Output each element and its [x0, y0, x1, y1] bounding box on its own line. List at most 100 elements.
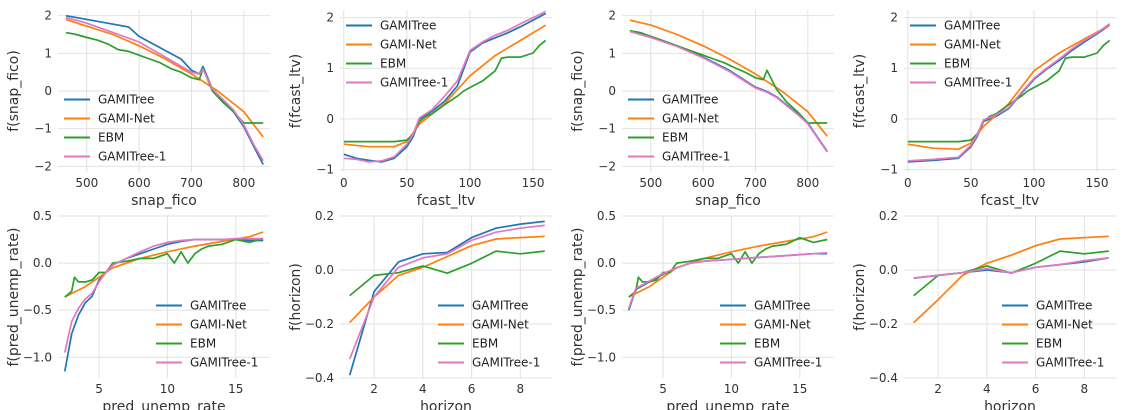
- y-tick-label: −2: [598, 159, 616, 173]
- legend: GAMITree GAMI-Net EBM GAMITree-1: [720, 299, 822, 370]
- plot-area: [340, 10, 552, 172]
- panel-row2-col4: 2 4 6 8 −0.4 −0.2 0.0 0.2 horizon f(horizon) GAMIT…: [852, 209, 1116, 410]
- y-tick-label: 0.0: [33, 256, 52, 270]
- legend-entry: GAMITree-1: [98, 150, 166, 164]
- legend: GAMITree GAMI-Net EBM GAMITree-1: [346, 19, 448, 90]
- y-tick-label: −1: [34, 122, 52, 136]
- series-line-gamitree-1: [627, 251, 828, 309]
- y-axis-label: f(snap_fico): [570, 50, 586, 132]
- series-line-gami-net: [65, 18, 264, 138]
- series-line-ebm: [907, 39, 1111, 143]
- legend-entry: GAMI-Net: [1036, 318, 1093, 332]
- y-tick-label: 2: [608, 9, 616, 23]
- legend: GAMITree GAMI-Net EBM GAMITree-1: [910, 19, 1012, 90]
- legend-entry: GAMITree: [380, 19, 436, 33]
- x-tick-label: 5: [659, 382, 667, 396]
- y-tick-label: −1: [598, 122, 616, 136]
- legend-entry: GAMITree-1: [754, 356, 822, 370]
- plot-area: [622, 216, 834, 378]
- series-line-gamitree-1: [343, 10, 547, 163]
- panel-row2-col1: 5 10 15 −1.0 −0.5 0.0 0.5 pred_unemp_rate f(pred…: [6, 209, 270, 410]
- x-tick-label: 6: [1032, 382, 1040, 396]
- legend-entry: GAMITree-1: [380, 76, 448, 90]
- y-axis-label: f(snap_fico): [6, 50, 22, 132]
- plot-area: [904, 216, 1116, 378]
- x-tick-label: 10: [160, 382, 175, 396]
- y-tick-label: −0.5: [23, 303, 52, 317]
- x-tick-label: 4: [419, 382, 427, 396]
- y-tick-label: 1: [326, 61, 334, 75]
- y-tick-label: −1.0: [587, 350, 616, 364]
- legend-entry: GAMITree-1: [472, 356, 540, 370]
- legend-entry: GAMITree: [98, 93, 154, 107]
- legend-entry: EBM: [754, 337, 780, 351]
- series-line-ebm: [629, 29, 828, 124]
- legend-entry: GAMITree: [754, 299, 810, 313]
- legend-entry: GAMITree: [190, 299, 246, 313]
- legend: GAMITree GAMI-Net EBM GAMITree-1: [1002, 299, 1104, 370]
- x-axis-label: horizon: [984, 399, 1036, 410]
- y-tick-label: 0.2: [315, 209, 334, 223]
- legend-entry: GAMI-Net: [944, 38, 1001, 52]
- y-tick-label: 1: [890, 61, 898, 75]
- legend-entry: GAMITree: [472, 299, 528, 313]
- x-tick-label: 100: [1023, 176, 1046, 190]
- legend-entry: GAMI-Net: [380, 38, 437, 52]
- series-line-gamitree-1: [629, 30, 828, 153]
- y-tick-label: 2: [326, 11, 334, 25]
- plot-area: [904, 10, 1116, 172]
- series-line-gamitree-1: [63, 237, 264, 353]
- x-axis-label: snap_fico: [695, 193, 761, 209]
- legend-entry: GAMI-Net: [662, 112, 719, 126]
- x-tick-label: 0: [340, 176, 348, 190]
- x-tick-label: 6: [468, 382, 476, 396]
- y-tick-label: −1.0: [23, 350, 52, 364]
- x-tick-label: 8: [517, 382, 525, 396]
- y-tick-label: −0.2: [869, 317, 898, 331]
- y-axis-label: f(horizon): [288, 263, 304, 331]
- legend-entry: GAMI-Net: [190, 318, 247, 332]
- legend-entry: GAMITree-1: [944, 76, 1012, 90]
- legend-entry: GAMITree: [1036, 299, 1092, 313]
- legend-entry: EBM: [380, 57, 406, 71]
- x-tick-label: 5: [95, 382, 103, 396]
- y-tick-label: 1: [44, 46, 52, 60]
- x-tick-label: 700: [744, 176, 767, 190]
- x-tick-label: 150: [1086, 176, 1109, 190]
- legend-entry: GAMI-Net: [98, 112, 155, 126]
- x-tick-label: 600: [692, 176, 715, 190]
- series-line-gami-net: [349, 235, 545, 324]
- legend: GAMITree GAMI-Net EBM GAMITree-1: [156, 299, 258, 370]
- legend: GAMITree GAMI-Net EBM GAMITree-1: [64, 93, 166, 164]
- legend-entry: GAMITree-1: [190, 356, 258, 370]
- x-tick-label: 4: [983, 382, 991, 396]
- y-tick-label: 0: [326, 112, 334, 126]
- legend-entry: EBM: [1036, 337, 1062, 351]
- x-tick-label: 2: [934, 382, 942, 396]
- series-line-gamitree-1: [65, 16, 264, 162]
- y-tick-label: −0.4: [305, 371, 334, 385]
- y-tick-label: 0.0: [879, 263, 898, 277]
- panel-row1-col3: 500 600 700 800 −2 −1 0 1 2 snap_fico f(snap_fico)…: [570, 9, 834, 209]
- series-line-gamitree: [65, 14, 264, 165]
- legend-entry: EBM: [98, 131, 124, 145]
- legend-entry: GAMI-Net: [472, 318, 529, 332]
- panel-row1-col4: 0 50 100 150 −1 0 1 2 fcast_ltv f(fcast_ltv) GAMIT…: [852, 10, 1116, 209]
- x-tick-label: 800: [232, 176, 255, 190]
- x-tick-label: 700: [180, 176, 203, 190]
- legend-entry: GAMI-Net: [754, 318, 811, 332]
- y-tick-label: 0: [44, 84, 52, 98]
- legend-entry: GAMITree: [662, 93, 718, 107]
- x-tick-label: 50: [963, 176, 978, 190]
- x-tick-label: 8: [1081, 382, 1089, 396]
- legend-entry: EBM: [944, 57, 970, 71]
- y-tick-label: 0.5: [33, 209, 52, 223]
- x-axis-label: pred_unemp_rate: [666, 399, 789, 410]
- y-axis-label: f(pred_unemp_rate): [6, 227, 22, 366]
- x-tick-label: 50: [399, 176, 414, 190]
- y-tick-label: 2: [890, 11, 898, 25]
- series-line-ebm: [65, 31, 264, 124]
- series-line-gamitree: [348, 220, 545, 376]
- x-axis-label: pred_unemp_rate: [102, 399, 225, 410]
